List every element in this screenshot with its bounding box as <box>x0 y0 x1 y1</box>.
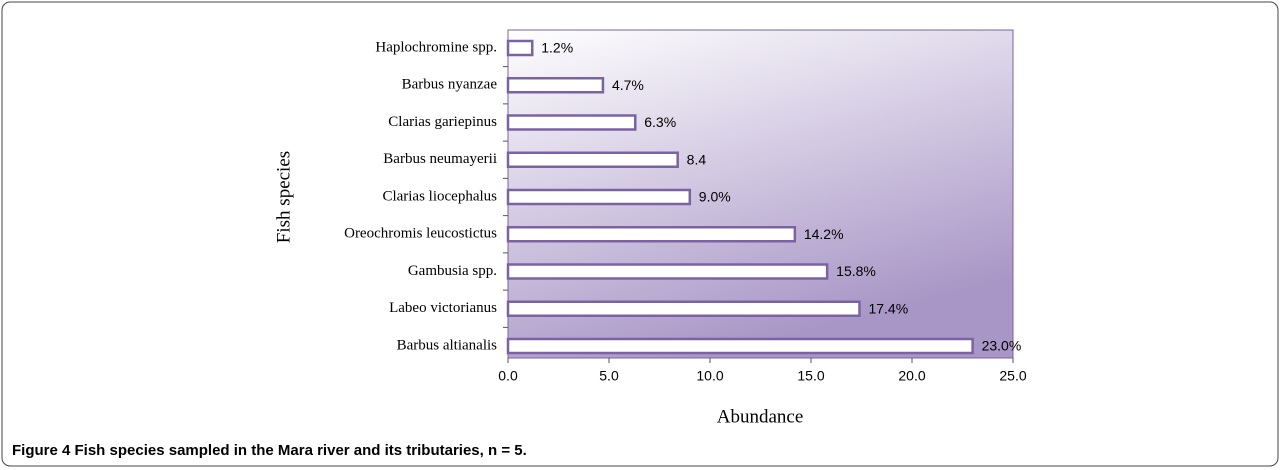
y-tick-label: Oreochromis leucostictus <box>344 226 497 242</box>
x-tick-label: 5.0 <box>599 368 619 384</box>
bar <box>506 39 534 57</box>
x-axis-title: Abundance <box>717 406 804 427</box>
y-tick-label: Clarias liocephalus <box>382 188 497 204</box>
value-label: 23.0% <box>982 338 1022 354</box>
bar <box>506 300 861 317</box>
value-label: 9.0% <box>699 189 731 205</box>
value-label: 6.3% <box>644 114 676 130</box>
y-tick-label: Labeo victorianus <box>389 300 497 316</box>
bar <box>506 226 797 243</box>
x-tick-label: 10.0 <box>696 368 723 384</box>
bar <box>506 188 692 206</box>
value-label: 17.4% <box>868 300 908 316</box>
value-label: 4.7% <box>612 77 644 93</box>
y-tick-label: Barbus neumayerii <box>383 151 497 167</box>
y-tick-label: Gambusia spp. <box>408 263 497 279</box>
y-tick-label: Clarias gariepinus <box>388 114 497 130</box>
value-label: 1.2% <box>541 40 573 56</box>
value-label: 14.2% <box>804 226 844 242</box>
x-tick-label: 25.0 <box>999 368 1026 384</box>
y-axis-title: Fish species <box>273 151 294 243</box>
x-tick-label: 20.0 <box>898 368 925 384</box>
caption: Figure 4 Fish species sampled in the Mar… <box>12 442 527 459</box>
bar <box>506 151 679 168</box>
y-tick-label: Haplochromine spp. <box>375 39 497 55</box>
value-label: 15.8% <box>836 263 876 279</box>
x-tick-label: 15.0 <box>797 368 824 384</box>
bar <box>506 77 605 94</box>
y-tick-label: Barbus nyanzae <box>402 77 498 93</box>
bar <box>506 337 974 355</box>
bar <box>506 263 829 280</box>
y-tick-label: Barbus altianalis <box>397 337 498 353</box>
bar <box>506 114 637 131</box>
x-tick-label: 0.0 <box>498 368 518 384</box>
value-label: 8.4 <box>687 151 707 167</box>
